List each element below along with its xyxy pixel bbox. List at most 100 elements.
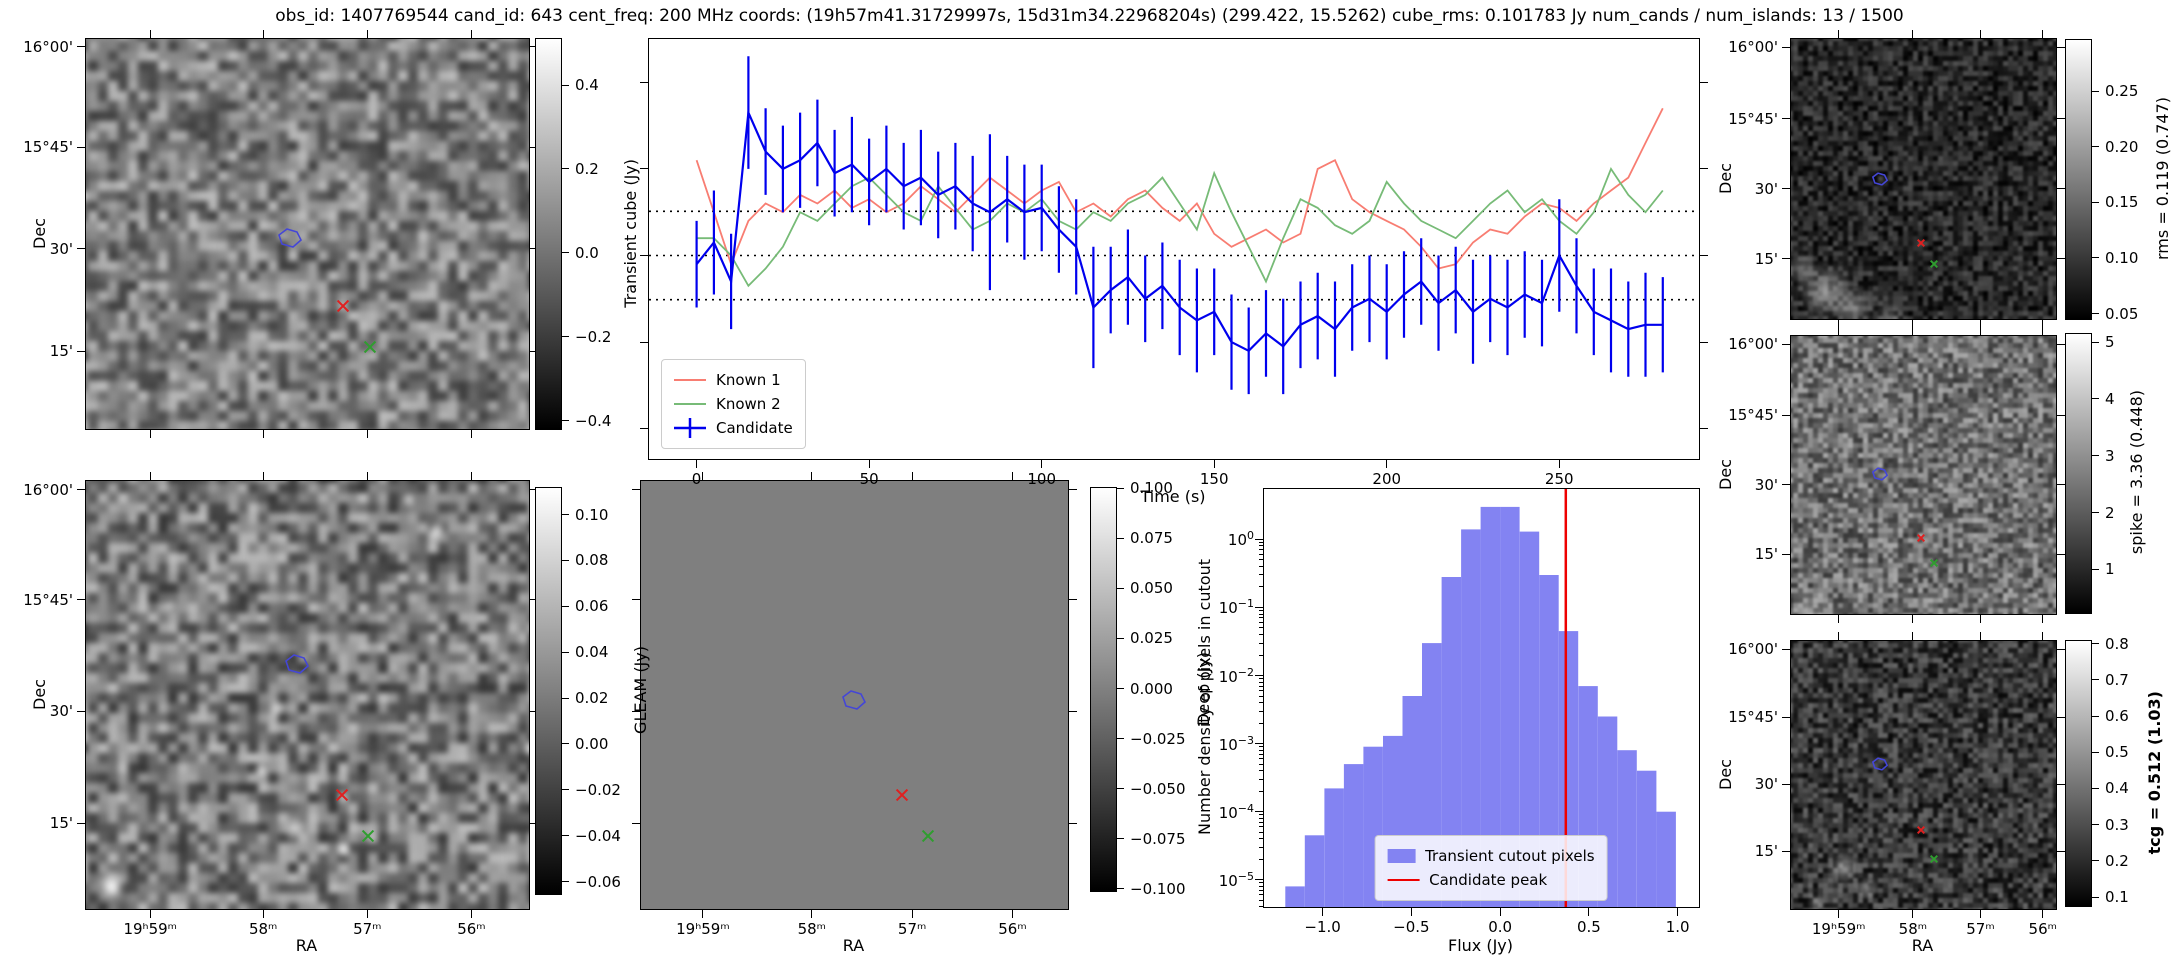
density-minor-tick [1259,634,1263,636]
ra-tick [149,472,151,480]
known1-marker [1916,534,1925,543]
colorbar-tcg-gradient [2065,640,2092,907]
dec-tick [77,350,85,352]
dec-tick [2057,118,2065,120]
dec-tick-label: 15°45' [23,590,73,609]
figure-title: obs_id: 1407769544 cand_id: 643 cent_fre… [275,6,1904,26]
transient-cutout-image [86,39,529,429]
rms-noise-image [1791,39,2056,319]
colorbar-tick-label: 0.06 [575,597,609,616]
dec-tick [530,248,538,250]
ra-tick-label: 19ʰ59ᵐ [1811,920,1866,938]
colorbar-tick [1117,688,1124,689]
density-minor-tick [1259,885,1263,887]
ra-tick-label: 58ᵐ [797,920,827,938]
colorbar-transient-label: Transient cube (Jy) [621,158,640,308]
spike-map-image [1791,336,2056,614]
ra-tick [1912,30,1914,38]
ra-tick [470,472,472,480]
dec-tick [632,599,640,601]
colorbar-tick-label: 0.000 [1130,679,1173,698]
ra-tick [149,30,151,38]
density-tick-label: 10−1 [1218,597,1254,618]
colorbar-tick-label: 0.025 [1130,629,1173,648]
panel-rms-map: 16°00' 15°45' 30' 15' [1728,30,2065,328]
ra-tick [1838,632,1840,640]
density-minor-tick [1259,826,1263,828]
dec-tick [1782,716,1790,718]
tcg-map-image [1791,641,2056,909]
legend-entry-candidate: Candidate [674,416,793,440]
colorbar-tick-label: 0.7 [2105,670,2129,689]
ra-tick [470,430,472,438]
flux-tick-label: 0.5 [1576,918,1601,936]
spike-noise-image [1791,336,2056,614]
colorbar-tick [562,514,569,516]
colorbar-tick [1117,587,1124,589]
flux-tick-label: −0.5 [1393,918,1430,936]
dec-tick [2057,414,2065,416]
dec-tick [1782,553,1790,555]
histogram-bar [1656,811,1676,907]
colorbar-tick [1117,888,1124,890]
candidate-marker [1871,467,1889,481]
known1-line-swatch [674,379,706,381]
colorbar-tick-label: 0.20 [2105,137,2139,156]
density-minor-tick [1259,749,1263,751]
ra-tick-label: 57ᵐ [1966,920,1995,938]
time-tick-label: 100 [1027,470,1057,488]
ra-tick [1838,910,1840,918]
colorbar-tick-label: 0.4 [575,76,599,95]
density-minor-tick [1259,559,1263,561]
ra-tick [811,910,813,918]
density-minor-tick [1259,613,1263,615]
colorbar-tick-label: 0.075 [1130,529,1173,548]
known2-marker [1930,854,1939,863]
rms-map-image [1791,39,2056,319]
flux-tick-label: 1.0 [1665,918,1690,936]
flux-axis-label: Flux (Jy) [1447,936,1513,955]
ra-tick-label: 19ʰ59ᵐ [123,920,178,938]
flux-tick [1677,908,1679,916]
dec-tick [632,822,640,824]
histogram-bar [1480,506,1501,907]
colorbar-tick-label: −0.100 [1130,879,1186,898]
density-minor-tick [1259,831,1263,833]
deep-cutout-image [641,481,1068,909]
dec-axis-label-rms: Dec [1715,162,1735,194]
dec-tick [1782,118,1790,120]
known2-marker [1930,260,1939,269]
flux-tick [1499,908,1501,916]
known2-marker [362,830,375,843]
ra-tick-label: 19ʰ59ᵐ [676,920,730,938]
dec-tick [1782,258,1790,260]
flux-tick [1700,255,1708,256]
colorbar-tick [2092,643,2099,645]
histogram-legend: Transient cutout pixels Candidate peak [1374,835,1608,901]
ra-tick [262,30,264,38]
colorbar-tick [562,697,569,699]
density-tick-label: 10−4 [1218,801,1254,822]
time-tick [696,460,698,468]
ra-tick [702,472,704,480]
density-minor-tick [1259,889,1263,891]
ra-tick [1838,615,1840,623]
dec-tick [530,350,538,352]
colorbar-tick-label: 4 [2105,389,2115,408]
colorbar-tick-label: 0.10 [2105,248,2139,267]
ra-tick [1979,910,1981,918]
colorbar-tick [562,605,569,607]
dec-tick [632,489,640,491]
panel-tcg-map: 16°00' 15°45' 30' 15' 19ʰ59ᵐ 58ᵐ 57ᵐ 56ᵐ [1728,632,2065,938]
known2-marker [363,340,376,354]
density-minor-tick [1259,838,1263,840]
dec-tick [2057,46,2065,48]
dec-axis-label-gleam: Dec [29,678,49,710]
ra-tick [149,910,151,918]
colorbar-tick [1117,637,1124,639]
colorbar-tick-label: 0.02 [575,689,609,708]
colorbar-tick-label: 0.05 [2105,304,2139,323]
time-tick-label: 0 [691,470,702,488]
colorbar-rms-label: rms = 0.119 (0.747) [2153,97,2172,260]
colorbar-tcg-label: tcg = 0.512 (1.03) [2145,690,2164,855]
